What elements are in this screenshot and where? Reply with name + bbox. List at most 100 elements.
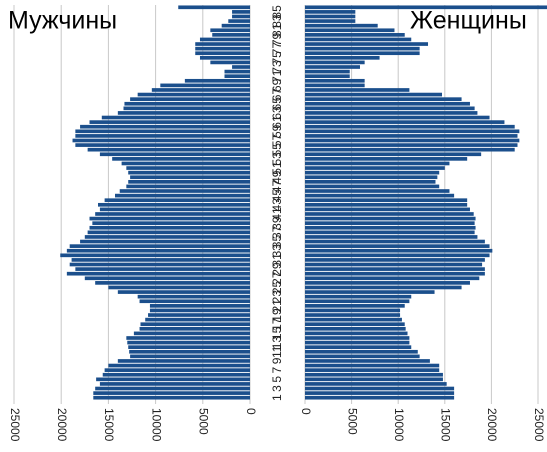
bar (69, 244, 250, 248)
category-label: 29 (270, 262, 284, 276)
bars (60, 5, 547, 400)
category-label: 11 (270, 345, 284, 358)
bar (89, 120, 251, 124)
bar (95, 212, 251, 216)
bar (123, 106, 250, 111)
category-label: 19 (270, 308, 284, 322)
bar (305, 134, 518, 138)
bar (199, 55, 250, 60)
bar (305, 336, 410, 340)
bar (305, 10, 356, 14)
bar (305, 368, 440, 372)
bar (305, 386, 455, 391)
bar (305, 299, 410, 304)
bar (305, 354, 420, 359)
category-label: 39 (270, 216, 284, 230)
bar (305, 230, 475, 235)
x-tick-label: 5000 (345, 408, 359, 435)
bar (305, 248, 493, 253)
bar (199, 37, 250, 42)
bar (305, 262, 483, 267)
bar (305, 78, 365, 83)
bar (305, 202, 468, 207)
bar (305, 276, 480, 281)
bar (305, 65, 360, 69)
category-label: 49 (270, 170, 284, 184)
bar (101, 115, 251, 120)
bar (305, 331, 408, 336)
category-label: 85 (270, 5, 284, 19)
bar (305, 271, 485, 276)
bar (137, 294, 250, 299)
bar (305, 372, 443, 377)
category-label: 5 (270, 376, 284, 383)
bar (228, 19, 250, 23)
bar (126, 184, 250, 189)
bar (232, 14, 250, 19)
bar (305, 92, 443, 97)
category-label: 21 (270, 299, 284, 313)
category-label: 59 (270, 124, 284, 138)
bar (305, 189, 450, 193)
bar (224, 69, 250, 74)
bar (305, 313, 401, 317)
category-label: 71 (270, 69, 284, 83)
bar (75, 267, 250, 271)
bar (305, 179, 436, 184)
x-tick-label: 10000 (392, 408, 406, 442)
category-label: 17 (270, 317, 284, 331)
bar (305, 106, 475, 111)
bar (75, 143, 250, 147)
bar (119, 189, 250, 193)
bar (305, 363, 440, 368)
x-tick-label: 25000 (8, 408, 22, 442)
category-label: 35 (270, 235, 284, 249)
bar (305, 184, 440, 189)
bar (160, 83, 250, 88)
category-label: 81 (270, 23, 284, 37)
bar (178, 5, 250, 10)
bar (89, 225, 251, 230)
bar (92, 221, 251, 226)
bar (130, 175, 250, 180)
bar (130, 97, 250, 101)
bar (305, 377, 443, 382)
bar (80, 239, 250, 244)
right-title: Женщины (410, 7, 527, 35)
bar (149, 308, 250, 313)
bar (305, 55, 380, 60)
bar (221, 23, 250, 28)
bar (66, 271, 250, 276)
bar (305, 322, 405, 327)
category-label: 33 (270, 244, 284, 258)
bar (305, 212, 474, 216)
bar (133, 331, 250, 336)
bar (305, 14, 356, 19)
bar (305, 198, 468, 203)
bar (305, 258, 485, 262)
bar (305, 42, 429, 46)
bar (305, 345, 412, 350)
bar (305, 46, 420, 51)
bar (305, 161, 450, 166)
bar (305, 5, 547, 10)
bar (195, 46, 250, 51)
bar (124, 101, 250, 106)
category-label: 79 (270, 32, 284, 46)
bar (117, 111, 250, 115)
category-label: 73 (270, 60, 284, 74)
bar (84, 235, 250, 239)
bar (115, 193, 251, 198)
x-tick-label: 25000 (532, 408, 546, 442)
bar (305, 28, 395, 33)
bar (108, 363, 251, 368)
category-label: 65 (270, 97, 284, 111)
bar (305, 175, 438, 180)
category-label: 43 (270, 198, 284, 212)
left-title: Мужчины (8, 7, 117, 35)
bar (232, 65, 250, 69)
bar (305, 304, 405, 308)
bar (305, 294, 412, 299)
bar (305, 60, 365, 65)
